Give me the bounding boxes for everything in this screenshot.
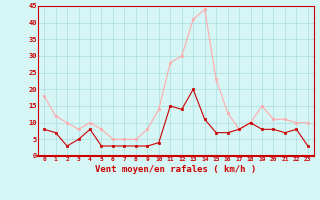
X-axis label: Vent moyen/en rafales ( km/h ): Vent moyen/en rafales ( km/h ) xyxy=(95,165,257,174)
